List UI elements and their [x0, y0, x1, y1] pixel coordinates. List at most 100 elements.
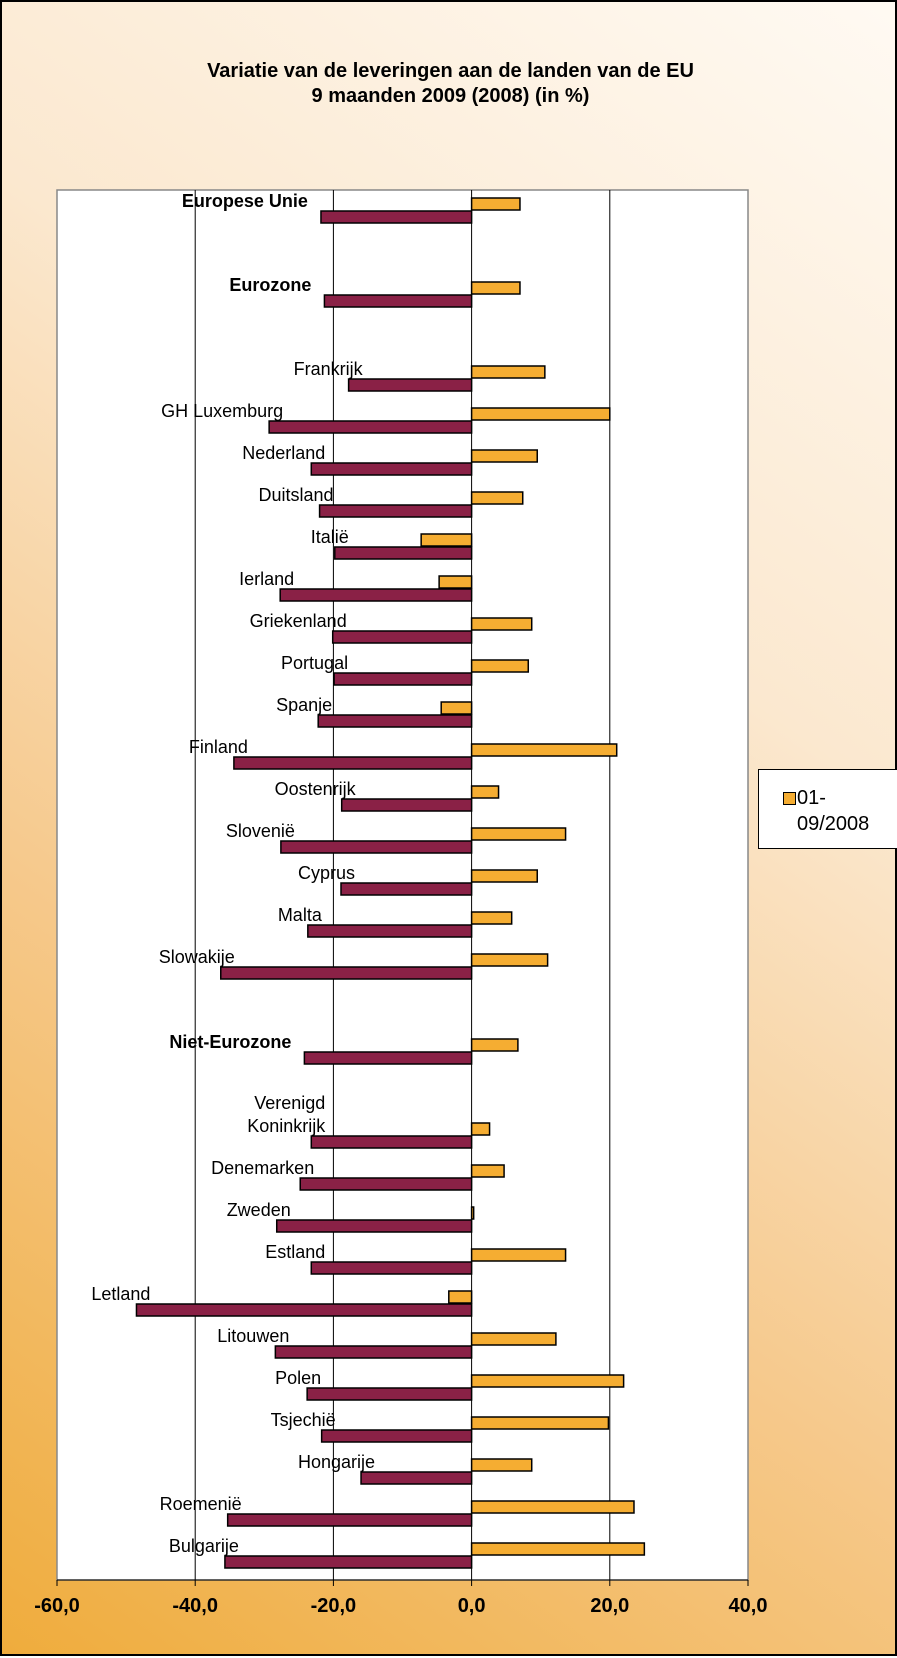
bar-2008 [470, 1542, 646, 1556]
bar-2009 [347, 378, 473, 392]
x-tick-label: -60,0 [34, 1595, 80, 1617]
category-label: Hongarije [298, 1452, 375, 1472]
category-label: Letland [91, 1284, 150, 1304]
bar-2009 [226, 1513, 473, 1527]
bars [135, 197, 646, 1569]
bar-2008 [470, 911, 513, 925]
bar-2009 [360, 1471, 473, 1485]
bar-2008 [470, 281, 521, 295]
bar-2008 [470, 449, 538, 463]
bar-2008 [470, 1122, 491, 1136]
chart-subtitle: 9 maanden 2009 (2008) (in %) [311, 85, 590, 107]
category-label: Malta [278, 905, 323, 925]
bar-2008 [470, 1206, 475, 1220]
bar-2009 [306, 1387, 473, 1401]
category-label: Denemarken [211, 1158, 314, 1178]
bar-2008 [448, 1290, 473, 1304]
bar-2008 [470, 617, 533, 631]
x-tick-label: -40,0 [172, 1595, 218, 1617]
x-tick-label: 20,0 [590, 1595, 629, 1617]
category-label: Europese Unie [182, 191, 308, 211]
category-label: Finland [189, 737, 248, 757]
bar-2008 [470, 1374, 625, 1388]
bar-2008 [420, 533, 473, 547]
bar-2009 [268, 420, 473, 434]
bar-2009 [310, 1135, 473, 1149]
bar-2008 [470, 1500, 635, 1514]
bar-2009 [233, 756, 473, 770]
category-label: Estland [265, 1242, 325, 1262]
chart-title: Variatie van de leveringen aan de landen… [207, 60, 694, 82]
bar-2008 [470, 365, 546, 379]
category-label: Spanje [276, 695, 332, 715]
category-label: Polen [275, 1368, 321, 1388]
bar-2009 [310, 462, 473, 476]
legend-swatch-2008 [783, 792, 796, 805]
bar-2009 [279, 588, 473, 602]
category-label: Ierland [239, 569, 294, 589]
bar-2009 [303, 1051, 473, 1065]
bar-2008 [470, 1164, 505, 1178]
category-label: Oostenrijk [275, 779, 357, 799]
x-tick-label: -20,0 [311, 1595, 357, 1617]
category-label: Roemenië [160, 1494, 242, 1514]
bar-2009 [307, 924, 473, 938]
bar-2009 [323, 294, 473, 308]
category-label: Cyprus [298, 863, 355, 883]
category-label: Slowakije [159, 947, 235, 967]
category-label: Portugal [281, 653, 348, 673]
bar-2009 [320, 1429, 473, 1443]
category-label: Slovenië [226, 821, 295, 841]
category-label: Zweden [227, 1200, 291, 1220]
category-label: Litouwen [217, 1326, 289, 1346]
category-label: Verenigd Koninkrijk [247, 1093, 326, 1136]
category-label: Griekenland [250, 611, 347, 631]
bar-2008 [470, 1416, 610, 1430]
bar-2008 [470, 659, 530, 673]
category-label: GH Luxemburg [161, 401, 283, 421]
legend-label-line2: 09/2008 [797, 813, 870, 835]
legend-label: 01- 09/2008 [797, 785, 897, 837]
category-label: Italië [311, 527, 349, 547]
bar-2008 [440, 701, 473, 715]
bar-2008 [470, 407, 611, 421]
bar-2009 [274, 1345, 473, 1359]
bar-2009 [280, 840, 473, 854]
category-label: Tsjechië [271, 1410, 336, 1430]
bar-2009 [320, 210, 473, 224]
bar-2009 [275, 1219, 473, 1233]
bar-2009 [331, 630, 473, 644]
bar-2009 [318, 504, 473, 518]
x-tick-label: 0,0 [458, 1595, 486, 1617]
category-label: Niet-Eurozone [169, 1032, 291, 1052]
bar-2009 [334, 546, 473, 560]
bar-2009 [310, 1261, 473, 1275]
bar-2009 [333, 672, 473, 686]
category-labels: Europese Unie Eurozone Frankrijk GH Luxembu… [91, 191, 375, 1556]
bar-2008 [470, 1248, 567, 1262]
legend: 01- 09/2008 [758, 769, 897, 849]
bar-2008 [470, 1332, 557, 1346]
bar-2008 [438, 575, 473, 589]
bar-2009 [317, 714, 473, 728]
category-label: Duitsland [259, 485, 334, 505]
bar-2009 [340, 882, 473, 896]
bar-2009 [299, 1177, 473, 1191]
category-label: Nederland [242, 443, 325, 463]
x-tick-label: 40,0 [729, 1595, 768, 1617]
bar-2008 [470, 869, 538, 883]
bar-2008 [470, 1038, 519, 1052]
bar-2009 [224, 1555, 473, 1569]
x-axis: -60,0 -40,0 -20,0 0,0 20,0 40,0 [34, 1579, 768, 1617]
bar-2008 [470, 197, 521, 211]
bar-2009 [135, 1303, 473, 1317]
bar-2008 [470, 491, 524, 505]
legend-label-line1: 01- [797, 787, 826, 809]
category-label: Bulgarije [169, 1536, 239, 1556]
bar-2008 [470, 1458, 533, 1472]
bar-2008 [470, 743, 618, 757]
category-label: Frankrijk [294, 359, 364, 379]
bar-2008 [470, 953, 549, 967]
